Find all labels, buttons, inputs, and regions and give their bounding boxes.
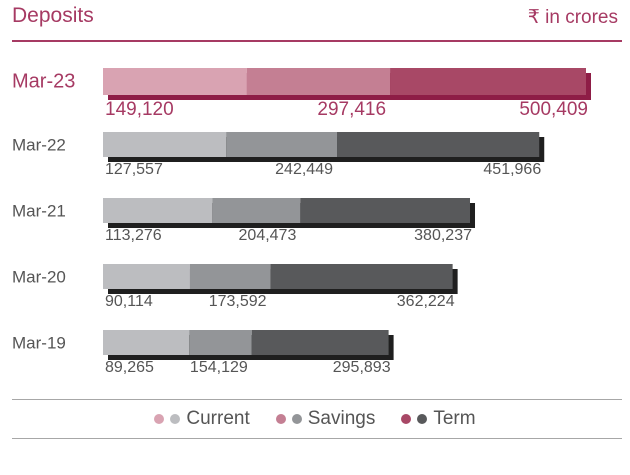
- category-label: Mar-19: [12, 334, 66, 353]
- bar-segment-savings: [189, 264, 271, 289]
- category-label: Mar-22: [12, 136, 66, 155]
- legend-label: Term: [433, 408, 476, 429]
- value-label-savings: 154,129: [190, 359, 248, 376]
- category-label: Mar-21: [12, 202, 66, 221]
- legend-dot-normal: [417, 414, 428, 424]
- bar-segment-current: [103, 330, 190, 355]
- chart-legend: Current Savings Term: [0, 406, 630, 432]
- value-label-current: 89,265: [105, 359, 154, 376]
- legend-dot-highlight: [275, 414, 286, 424]
- legend-dot-highlight: [154, 414, 165, 424]
- value-label-term: 295,893: [333, 359, 391, 376]
- value-label-current: 127,557: [105, 161, 163, 178]
- value-label-term: 362,224: [397, 293, 455, 310]
- legend-label: Savings: [307, 408, 376, 429]
- value-label-savings: 204,473: [239, 227, 297, 244]
- bar-segment-term: [270, 264, 453, 289]
- value-label-term: 500,409: [519, 99, 588, 120]
- value-label-savings: 297,416: [317, 99, 386, 120]
- value-label-current: 149,120: [105, 99, 174, 120]
- unit-label: ₹ in crores: [527, 7, 618, 28]
- deposits-bar-chart: Mar-23 149,120 297,416 500,409 Mar-22 127,557…: [12, 68, 591, 376]
- legend-dot-normal: [170, 414, 181, 424]
- legend-dot-highlight: [401, 414, 412, 424]
- bar-segment-current: [103, 264, 190, 289]
- bar-segment-current: [103, 68, 247, 95]
- legend-bottom-divider: [12, 438, 622, 439]
- legend-top-divider: [12, 399, 622, 400]
- legend-label: Current: [186, 408, 250, 429]
- value-label-savings: 242,449: [275, 161, 333, 178]
- bar-segment-current: [103, 198, 213, 223]
- bar-segment-term: [251, 330, 389, 355]
- legend-item-savings: Savings: [275, 408, 376, 430]
- category-label: Mar-23: [12, 71, 75, 93]
- value-label-term: 380,237: [414, 227, 472, 244]
- category-label: Mar-20: [12, 268, 66, 287]
- bar-segment-term: [337, 132, 540, 157]
- value-label-savings: 173,592: [209, 293, 267, 310]
- bar-segment-term: [390, 68, 586, 95]
- bar-segment-savings: [189, 330, 252, 355]
- title-divider: [12, 40, 622, 42]
- bar-segment-savings: [226, 132, 338, 157]
- chart-title: Deposits: [12, 4, 94, 27]
- bar-segment-current: [103, 132, 227, 157]
- value-label-current: 90,114: [105, 293, 153, 310]
- bar-segment-savings: [212, 198, 301, 223]
- legend-dot-normal: [291, 414, 302, 424]
- bar-segment-savings: [246, 68, 391, 95]
- value-label-term: 451,966: [483, 161, 541, 178]
- legend-item-term: Term: [401, 408, 476, 430]
- value-label-current: 113,276: [105, 227, 162, 244]
- bar-segment-term: [300, 198, 471, 223]
- legend-item-current: Current: [154, 408, 250, 430]
